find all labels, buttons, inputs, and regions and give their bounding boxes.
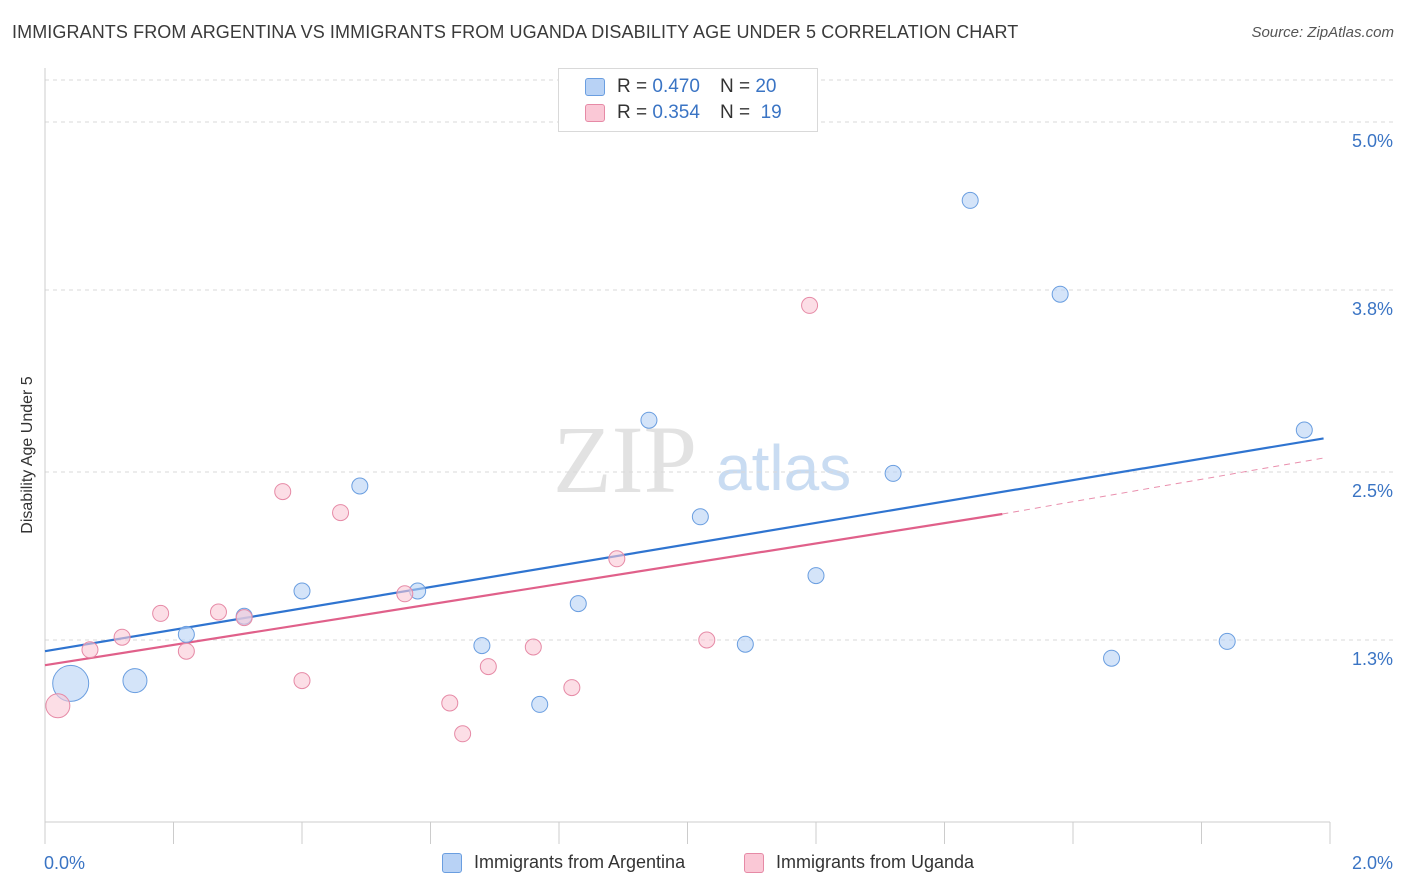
x-tick-label: 0.0%: [44, 853, 85, 873]
argentina-point: [122, 668, 148, 694]
stats-legend: R = 0.470 N = 20 R = 0.354 N = 19: [558, 68, 818, 132]
x-tick-label: 2.0%: [1352, 853, 1393, 873]
argentina-point: [531, 695, 549, 713]
y-tick-label: 3.8%: [1352, 299, 1393, 319]
argentina-point: [1218, 632, 1236, 650]
gridlines: [45, 79, 1395, 641]
series-legend: Immigrants from Argentina Immigrants fro…: [0, 852, 1406, 878]
uganda-point: [563, 679, 581, 697]
tick-labels: 1.3% 2.5% 3.8% 5.0% 0.0% 2.0%: [44, 131, 1393, 873]
uganda-point: [454, 725, 472, 743]
uganda-point: [396, 585, 414, 603]
uganda-point: [293, 672, 311, 690]
uganda-trend-extension: [1002, 457, 1324, 515]
r-value: 0.470: [652, 76, 700, 97]
stats-legend-row-argentina: R = 0.470 N = 20: [585, 75, 776, 99]
argentina-point: [293, 582, 311, 600]
n-value: 19: [760, 102, 782, 123]
y-tick-label: 1.3%: [1352, 649, 1393, 669]
argentina-swatch: [585, 78, 605, 96]
r-label: R =: [617, 76, 648, 97]
uganda-point: [441, 694, 459, 712]
watermark-zip: ZIP: [553, 406, 697, 513]
argentina-swatch: [442, 852, 462, 873]
uganda-trend-line: [44, 512, 1003, 667]
uganda-point: [235, 609, 253, 627]
watermark-atlas: atlas: [716, 432, 851, 504]
argentina-point: [177, 625, 195, 643]
uganda-point: [524, 638, 542, 656]
argentina-point: [736, 635, 754, 653]
argentina-point: [1103, 649, 1121, 667]
argentina-point: [1295, 421, 1313, 439]
n-label: N =: [719, 102, 751, 123]
argentina-point: [569, 595, 587, 613]
uganda-point: [274, 483, 292, 501]
uganda-point: [177, 642, 195, 660]
trend-lines: [44, 437, 1324, 667]
uganda-point: [801, 296, 819, 314]
uganda-point: [608, 550, 626, 568]
argentina-point: [640, 411, 658, 429]
uganda-point: [152, 604, 170, 622]
legend-item-uganda[interactable]: Immigrants from Uganda: [744, 852, 974, 873]
argentina-point: [473, 637, 491, 655]
r-label: R =: [617, 102, 648, 123]
argentina-point: [52, 664, 90, 702]
data-points: [45, 191, 1313, 743]
watermark: ZIP atlas: [553, 406, 851, 513]
argentina-point: [351, 477, 369, 495]
axes: [44, 68, 1331, 844]
uganda-point: [698, 631, 716, 649]
y-tick-label: 2.5%: [1352, 481, 1393, 501]
uganda-point: [113, 628, 131, 646]
stats-legend-row-uganda: R = 0.354 N = 19: [585, 101, 782, 125]
uganda-swatch: [585, 104, 605, 122]
uganda-swatch: [744, 852, 764, 873]
source-label: Source: ZipAtlas.com: [1251, 24, 1394, 41]
uganda-point: [209, 603, 227, 621]
legend-item-argentina[interactable]: Immigrants from Argentina: [442, 852, 685, 873]
uganda-point: [45, 693, 71, 719]
argentina-point: [1051, 285, 1069, 303]
legend-label-argentina: Immigrants from Argentina: [474, 852, 686, 872]
n-label: N =: [719, 76, 751, 97]
uganda-point: [81, 641, 99, 659]
legend-label-uganda: Immigrants from Uganda: [776, 852, 975, 872]
argentina-point: [884, 464, 902, 482]
r-value: 0.354: [652, 102, 700, 123]
argentina-point: [691, 508, 709, 526]
argentina-point: [807, 567, 825, 585]
chart-title: IMMIGRANTS FROM ARGENTINA VS IMMIGRANTS …: [12, 22, 1019, 42]
uganda-point: [479, 658, 497, 676]
uganda-point: [332, 504, 350, 522]
argentina-trend-line: [44, 437, 1324, 653]
argentina-point: [961, 191, 979, 209]
n-value: 20: [755, 76, 777, 97]
y-tick-label: 5.0%: [1352, 131, 1393, 151]
